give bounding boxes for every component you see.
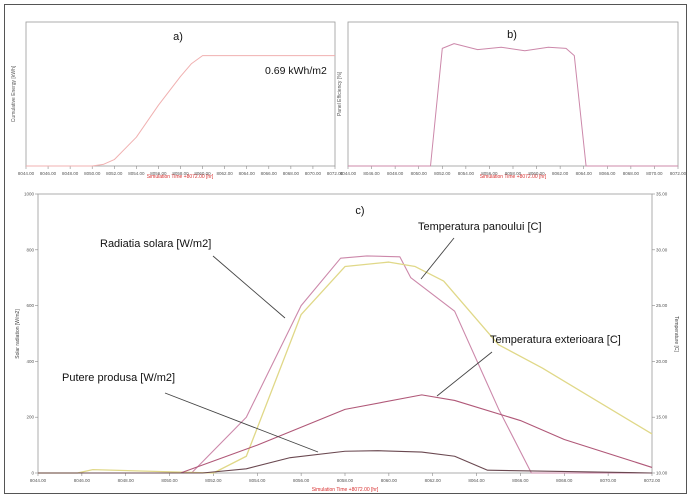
- x-tick-label: 8062.00: [552, 171, 569, 176]
- panel-c-y-ticks-left: 0 200 400 600 800 1000: [24, 192, 38, 476]
- y-left-tick-label: 800: [26, 247, 34, 252]
- x-tick-label: 8054.00: [128, 171, 145, 176]
- panel-a-annotation: 0.69 kWh/m2: [265, 65, 327, 77]
- x-tick-label: 8048.00: [118, 478, 135, 483]
- annotation-temperatura-panoului: Temperatura panoului [C]: [418, 221, 542, 233]
- x-tick-label: 8068.00: [623, 171, 640, 176]
- panel-b-xlabel: Simulation Time +8072.00 [hr]: [480, 174, 547, 180]
- y-right-tick-label: 10.00: [656, 471, 668, 476]
- panel-a-x-ticks: 8044.00 8046.00 8048.00 8050.00 8052.00 8054.…: [18, 166, 344, 176]
- panel-a-xlabel: Simulation Time +8072.00 [hr]: [147, 174, 214, 180]
- y-right-tick-label: 25.00: [656, 303, 668, 308]
- panel-b-plot-area: [347, 21, 679, 167]
- annotation-radiatia-solara: Radiatia solara [W/m2]: [100, 238, 211, 250]
- panel-a: a) 0.69 kWh/m2 Simulation Time +8072.00 …: [11, 21, 344, 180]
- series-temperatura-panoului-line: [38, 261, 653, 474]
- annotation-putere-produsa: Putere produsa [W/m2]: [62, 372, 175, 384]
- y-left-tick-label: 200: [26, 415, 34, 420]
- series-putere-produsa-line: [38, 450, 653, 474]
- panel-b-series: [348, 43, 678, 167]
- x-tick-label: 8062.00: [425, 478, 442, 483]
- x-tick-label: 8072.00: [327, 171, 344, 176]
- panel-c-plot-area: [37, 193, 653, 474]
- x-tick-label: 8058.00: [172, 171, 189, 176]
- x-tick-label: 8070.00: [305, 171, 322, 176]
- x-tick-label: 8044.00: [30, 478, 47, 483]
- panel-c: c) Simulation Time +8072.00 [hr] Solar r…: [15, 192, 679, 494]
- leader-putere-produsa: [164, 392, 319, 453]
- leader-radiatia-solara: [212, 255, 286, 319]
- x-tick-label: 8060.00: [528, 171, 545, 176]
- leader-temperatura-panoului: [420, 237, 455, 280]
- x-tick-label: 8064.00: [468, 478, 485, 483]
- x-tick-label: 8058.00: [505, 171, 522, 176]
- x-tick-label: 8050.00: [84, 171, 101, 176]
- panel-c-x-ticks: 8044.00 8046.00 8048.00 8050.00 8052.00 8054.…: [30, 473, 661, 483]
- annotation-temperatura-exterioara: Temperatura exterioara [C]: [490, 334, 621, 346]
- series-efficiency-line: [348, 43, 678, 167]
- panel-b-label: b): [507, 29, 517, 41]
- y-left-tick-label: 600: [26, 303, 34, 308]
- x-tick-label: 8066.00: [599, 171, 616, 176]
- x-tick-label: 8048.00: [387, 171, 404, 176]
- x-tick-label: 8052.00: [106, 171, 123, 176]
- x-tick-label: 8046.00: [74, 478, 91, 483]
- panel-c-ylabel-left: Solar radiation [W/m2]: [15, 309, 21, 359]
- x-tick-label: 8054.00: [458, 171, 475, 176]
- y-left-tick-label: 0: [31, 471, 34, 476]
- x-tick-label: 8072.00: [644, 478, 661, 483]
- x-tick-label: 8046.00: [363, 171, 380, 176]
- x-tick-label: 8070.00: [646, 171, 663, 176]
- x-tick-label: 8046.00: [40, 171, 57, 176]
- panel-a-ylabel: Cumulative Energy [kWh]: [11, 65, 17, 122]
- x-tick-label: 8044.00: [340, 171, 357, 176]
- panel-c-ylabel-right: Temperature [C]: [673, 316, 679, 352]
- panel-c-xlabel: Simulation Time +8072.00 [hr]: [312, 487, 379, 493]
- x-tick-label: 8048.00: [62, 171, 79, 176]
- x-tick-label: 8068.00: [283, 171, 300, 176]
- y-left-tick-label: 1000: [24, 192, 35, 197]
- panel-c-y-ticks-right: 10.00 15.00 20.00 25.00 30.00 35.00: [652, 192, 668, 476]
- y-right-tick-label: 30.00: [656, 247, 668, 252]
- panel-b-ylabel: Panel Efficiency [%]: [337, 71, 343, 116]
- x-tick-label: 8044.00: [18, 171, 35, 176]
- x-tick-label: 8064.00: [239, 171, 256, 176]
- x-tick-label: 8070.00: [600, 478, 617, 483]
- panel-a-label: a): [173, 31, 183, 43]
- x-tick-label: 8058.00: [337, 478, 354, 483]
- y-right-tick-label: 35.00: [656, 192, 668, 197]
- panel-b-x-ticks: 8044.00 8046.00 8048.00 8050.00 8052.00 8054.…: [340, 166, 687, 176]
- panel-c-label: c): [355, 205, 364, 217]
- x-tick-label: 8056.00: [293, 478, 310, 483]
- x-tick-label: 8062.00: [217, 171, 234, 176]
- x-tick-label: 8052.00: [434, 171, 451, 176]
- panel-a-plot-area: [25, 21, 336, 167]
- y-left-tick-label: 400: [26, 359, 34, 364]
- x-tick-label: 8050.00: [411, 171, 428, 176]
- leader-temperatura-exterioara: [436, 351, 493, 397]
- panel-b: b) Simulation Time +8072.00 [hr] Panel E…: [337, 21, 687, 180]
- x-tick-label: 8060.00: [194, 171, 211, 176]
- x-tick-label: 8050.00: [161, 478, 178, 483]
- x-tick-label: 8060.00: [381, 478, 398, 483]
- panel-c-series: [38, 255, 653, 474]
- y-right-tick-label: 20.00: [656, 359, 668, 364]
- panel-a-series: [26, 55, 335, 167]
- x-tick-label: 8056.00: [481, 171, 498, 176]
- series-temperatura-exterioara-line: [38, 394, 653, 474]
- x-tick-label: 8056.00: [150, 171, 167, 176]
- x-tick-label: 8054.00: [249, 478, 266, 483]
- series-cumulative-energy-line: [26, 55, 335, 167]
- y-right-tick-label: 15.00: [656, 415, 668, 420]
- x-tick-label: 8068.00: [556, 478, 573, 483]
- x-tick-label: 8072.00: [670, 171, 687, 176]
- x-tick-label: 8052.00: [205, 478, 222, 483]
- x-tick-label: 8066.00: [512, 478, 529, 483]
- x-tick-label: 8066.00: [261, 171, 278, 176]
- series-radiatia-solara-line: [38, 255, 652, 474]
- x-tick-label: 8064.00: [576, 171, 593, 176]
